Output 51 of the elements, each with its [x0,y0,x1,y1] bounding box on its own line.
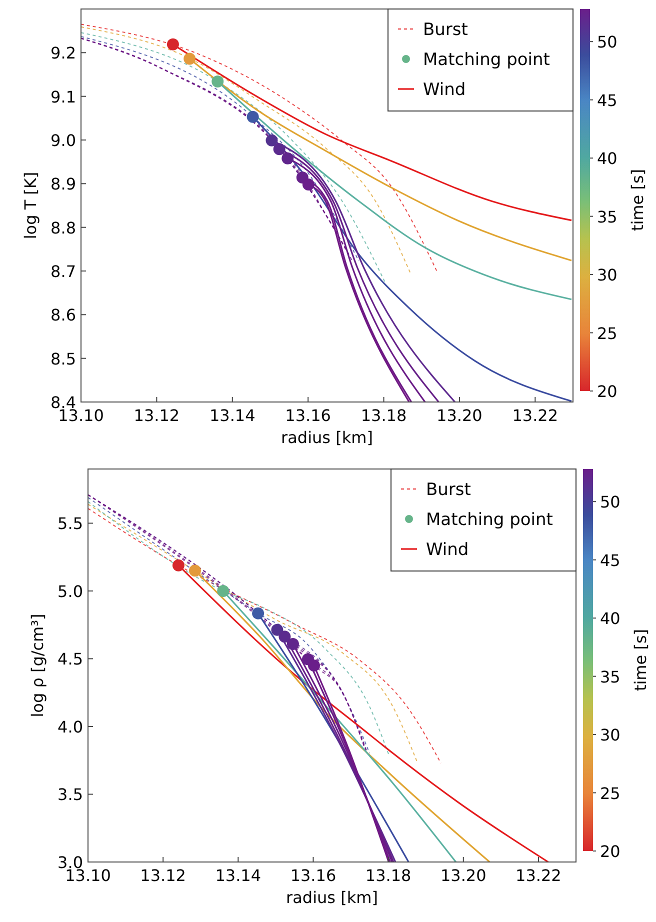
legend-label: Wind [426,540,469,560]
x-tick-label: 13.18 [360,406,407,425]
y-tick-label: 9.1 [50,87,76,106]
y-tick-label: 3.5 [58,785,83,804]
color-bar-title: time [s] [628,168,647,232]
x-tick-label: 13.20 [436,406,482,425]
color-bar-label: 40 [597,149,618,168]
x-tick-label: 13.16 [285,406,331,425]
x-tick-label: 13.20 [440,866,486,885]
x-tick-label: 13.16 [290,866,336,885]
legend-label: Burst [426,480,472,500]
y-axis-title: log ρ [g/cm³] [28,614,47,718]
y-tick-label: 8.8 [50,218,76,238]
x-tick-label: 13.18 [365,866,412,885]
color-bar-label: 20 [600,842,620,861]
y-tick-label: 8.9 [50,174,76,194]
color-bar-label: 25 [600,784,620,803]
color-bar-label: 35 [600,667,620,686]
color-bar-label: 50 [600,492,620,512]
x-axis-title: radius [km] [281,428,373,447]
color-bar-label: 20 [597,382,618,401]
y-tick-label: 5.0 [58,582,83,601]
x-tick-label: 13.22 [516,866,562,885]
color-bar-title: time [s] [631,628,650,692]
x-tick-label: 13.14 [215,866,262,885]
color-bar-label: 30 [597,266,618,285]
x-tick-label: 13.12 [134,406,180,425]
color-bar-label: 45 [597,90,618,110]
x-tick-label: 13.14 [209,406,256,425]
color-bar-label: 35 [597,207,618,226]
y-tick-label: 9.2 [50,44,76,63]
x-tick-label: 13.22 [512,406,558,425]
color-bar-label: 25 [597,324,618,343]
legend-label: Burst [423,20,468,40]
color-bar-label: 50 [597,32,618,52]
x-tick-label: 13.12 [140,866,186,885]
y-tick-label: 9.0 [50,131,76,150]
y-tick-label: 8.7 [50,262,76,281]
y-tick-label: 8.6 [50,306,76,325]
y-tick-label: 4.5 [58,650,83,669]
x-axis-title: radius [km] [286,888,378,907]
legend-label: Matching point [426,510,554,530]
color-bar-label: 30 [600,726,620,745]
y-tick-label: 5.5 [58,514,83,534]
y-tick-label: 4.0 [58,717,83,736]
color-bar-label: 45 [600,550,620,570]
legend-label: Matching point [423,50,550,70]
y-tick-label: 8.5 [50,349,76,368]
y-axis-title: log T [K] [21,172,40,240]
color-bar-label: 40 [600,609,620,628]
legend-label: Wind [423,80,466,100]
